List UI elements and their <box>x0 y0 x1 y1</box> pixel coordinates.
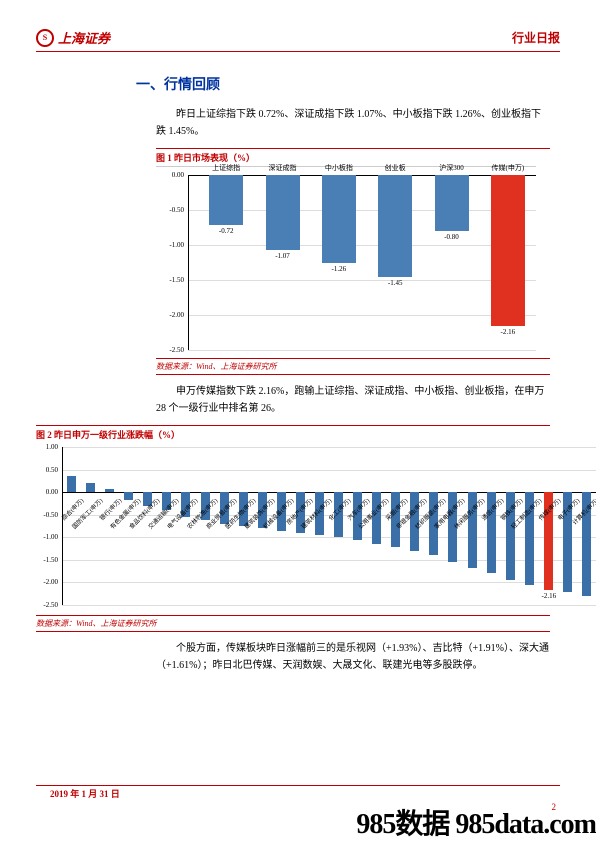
chart2-ytick: -2.00 <box>43 578 58 586</box>
chart1-bar <box>435 175 469 231</box>
footer-rule <box>36 785 560 786</box>
chart1-cat: 深证成指 <box>260 163 306 173</box>
paragraph-1: 昨日上证综指下跌 0.72%、深证成指下跌 1.07%、中小板指下跌 1.26%… <box>156 106 550 140</box>
logo: S 上海证券 <box>36 28 110 47</box>
chart2: 1.000.500.00-0.50-1.00-1.50-2.00-2.50综合(… <box>36 443 596 613</box>
chart1-ytick: -0.50 <box>169 206 184 214</box>
chart1-ytick: -1.00 <box>169 241 184 249</box>
chart1-val: -0.72 <box>203 227 249 235</box>
chart1-val: -1.07 <box>260 252 306 260</box>
chart1-cat: 上证综指 <box>203 163 249 173</box>
chart1: 0.00 -0.50 -1.00 -1.50 -2.00 -2.50 上证综指 -0.72 深证… <box>156 166 536 356</box>
chart1-bar <box>378 175 412 277</box>
header-category: 行业日报 <box>512 29 560 46</box>
chart1-ytick: -1.50 <box>169 276 184 284</box>
chart1-ytick: -2.50 <box>169 346 184 354</box>
chart1-cat: 传媒(申万) <box>485 163 531 173</box>
chart2-highlight-val: -2.16 <box>536 592 562 600</box>
chart1-ytick: 0.00 <box>172 171 184 179</box>
chart2-title: 图 2 昨日申万一级行业涨跌幅（%） <box>36 425 550 441</box>
chart2-ytick: -1.50 <box>43 556 58 564</box>
watermark: 985数据 985data.com <box>356 802 596 842</box>
chart2-ytick: 0.00 <box>46 488 58 496</box>
chart2-ytick: -2.50 <box>43 601 58 609</box>
paragraph-3: 个股方面，传媒板块昨日涨幅前三的是乐视网（+1.93%）、吉比特（+1.91%）… <box>156 640 550 674</box>
chart2-bar <box>86 483 95 492</box>
logo-text: 上海证券 <box>58 28 110 47</box>
chart1-ytick: -2.00 <box>169 311 184 319</box>
chart1-cat: 创业板 <box>372 163 418 173</box>
chart1-cat: 中小板指 <box>316 163 362 173</box>
chart2-source: 数据来源：Wind、上海证券研究所 <box>36 615 550 632</box>
chart1-val: -0.80 <box>429 233 475 241</box>
chart1-cat: 沪深300 <box>429 163 475 173</box>
chart1-bar <box>266 175 300 250</box>
chart1-val: -1.26 <box>316 265 362 273</box>
page-header: S 上海证券 行业日报 <box>36 28 560 52</box>
chart1-val: -1.45 <box>372 279 418 287</box>
chart1-source: 数据来源：Wind、上海证券研究所 <box>156 358 550 375</box>
chart2-bar <box>67 476 76 492</box>
chart1-bar <box>322 175 356 263</box>
chart1-title: 图 1 昨日市场表现（%） <box>156 148 550 164</box>
section-title: 一、行情回顾 <box>136 74 560 94</box>
chart2-ytick: 0.50 <box>46 466 58 474</box>
chart2-ytick: 1.00 <box>46 443 58 451</box>
chart2-bar <box>105 489 114 492</box>
footer-date: 2019 年 1 月 31 日 <box>50 787 120 800</box>
chart1-bar <box>209 175 243 225</box>
paragraph-2: 申万传媒指数下跌 2.16%，跑输上证综指、深证成指、中小板指、创业板指，在申万… <box>156 383 550 417</box>
chart1-val: -2.16 <box>485 328 531 336</box>
logo-icon: S <box>36 29 54 47</box>
chart1-bar <box>491 175 525 326</box>
